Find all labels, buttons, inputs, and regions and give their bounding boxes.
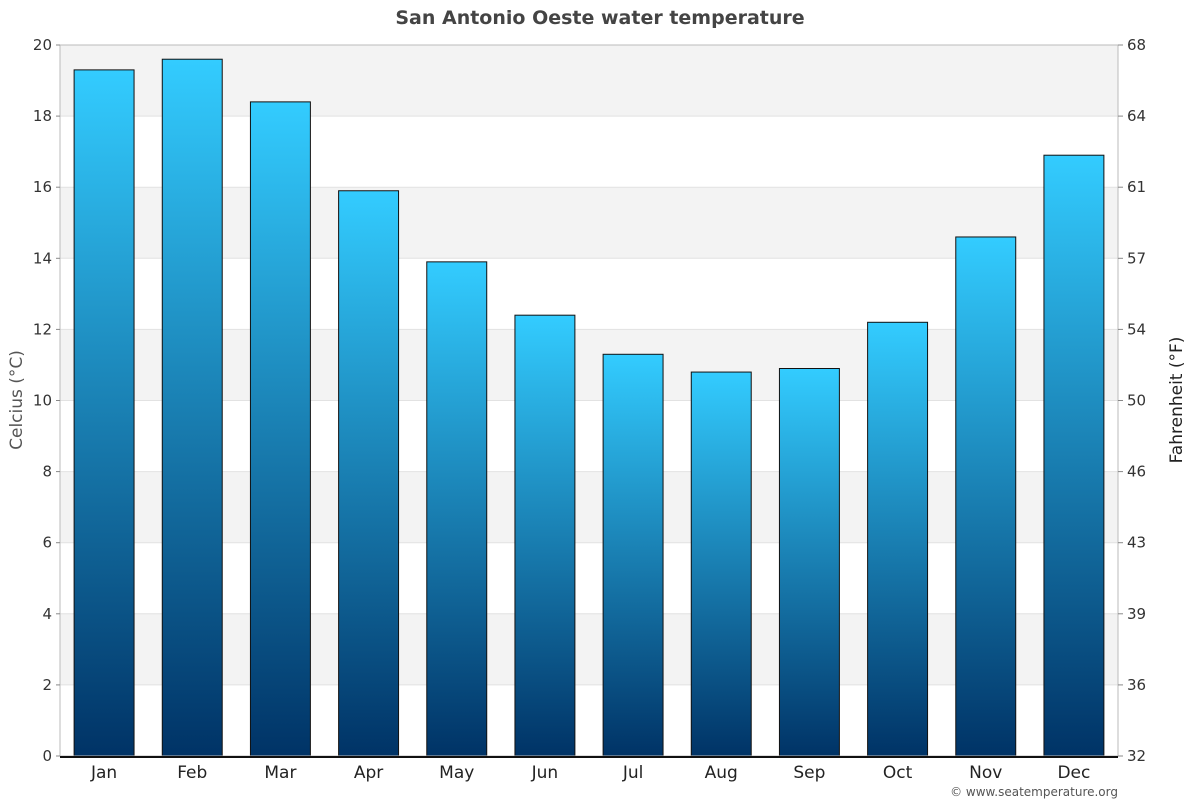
plot-background-bands (60, 45, 1118, 685)
x-tick-label-jan: Jan (90, 763, 117, 783)
right-axis-ticks: 32 36 39 43 46 50 54 57 61 64 68 (1118, 36, 1146, 765)
background-band (60, 45, 1118, 117)
y-tick-label-celsius: 8 (42, 463, 52, 481)
x-tick-label-sep: Sep (793, 763, 825, 783)
background-band (60, 471, 1118, 543)
y-tick-label-fahrenheit: 57 (1127, 249, 1146, 267)
y-tick-label-celsius: 16 (33, 178, 52, 196)
background-band (60, 329, 1118, 401)
y-tick-label-celsius: 10 (33, 392, 52, 410)
bar-dec (1043, 154, 1105, 757)
y-tick-label-fahrenheit: 46 (1127, 463, 1146, 481)
bar-sep (778, 368, 840, 757)
bar-feb (161, 58, 223, 757)
y-tick-label-fahrenheit: 39 (1127, 605, 1146, 623)
bars (73, 58, 1105, 757)
y-tick-label-fahrenheit: 64 (1127, 107, 1146, 125)
bar-jun (514, 314, 576, 757)
bar-oct (867, 321, 929, 757)
bar-may (426, 261, 488, 757)
bar-mar (249, 101, 311, 757)
bar-nov (955, 236, 1017, 757)
x-tick-label-nov: Nov (969, 763, 1002, 783)
credit-text: © www.seatemperature.org (950, 785, 1118, 799)
y-tick-label-celsius: 6 (42, 534, 52, 552)
background-band (60, 613, 1118, 685)
chart-title: San Antonio Oeste water temperature (395, 7, 804, 29)
y-tick-label-celsius: 2 (42, 676, 52, 694)
y-tick-label-fahrenheit: 68 (1127, 36, 1146, 54)
y-tick-label-celsius: 0 (42, 747, 52, 765)
y-tick-label-celsius: 20 (33, 36, 52, 54)
y-tick-label-fahrenheit: 61 (1127, 178, 1146, 196)
y-tick-label-fahrenheit: 50 (1127, 392, 1146, 410)
y-tick-label-celsius: 12 (33, 320, 52, 338)
y-tick-label-celsius: 18 (33, 107, 52, 125)
x-tick-label-mar: Mar (264, 763, 296, 783)
y-tick-label-fahrenheit: 36 (1127, 676, 1146, 694)
x-tick-label-oct: Oct (883, 763, 913, 783)
y-tick-label-fahrenheit: 54 (1127, 320, 1146, 338)
bar-apr (338, 190, 400, 757)
bar-jul (602, 353, 664, 757)
x-tick-label-may: May (439, 763, 474, 783)
y-axis-label-celsius: Celcius (°C) (7, 350, 27, 450)
x-tick-label-jul: Jul (622, 763, 644, 783)
y-tick-label-fahrenheit: 43 (1127, 534, 1146, 552)
background-band (60, 187, 1118, 259)
x-tick-label-dec: Dec (1057, 763, 1090, 783)
x-tick-label-aug: Aug (705, 763, 738, 783)
x-tick-label-jun: Jun (531, 763, 559, 783)
x-axis-ticks: Jan Feb Mar Apr May Jun Jul Aug Sep Oct Nov Dec (90, 763, 1090, 783)
x-tick-label-feb: Feb (177, 763, 207, 783)
y-tick-label-celsius: 4 (42, 605, 52, 623)
bar-aug (690, 371, 752, 757)
gridlines (60, 44, 1118, 757)
y-tick-label-celsius: 14 (33, 249, 52, 267)
x-tick-label-apr: Apr (354, 763, 383, 783)
y-axis-label-fahrenheit: Fahrenheit (°F) (1167, 337, 1187, 464)
left-axis-ticks: 0 2 4 6 8 10 12 14 16 18 20 (33, 36, 60, 765)
bar-jan (73, 69, 135, 757)
y-tick-label-fahrenheit: 32 (1127, 747, 1146, 765)
